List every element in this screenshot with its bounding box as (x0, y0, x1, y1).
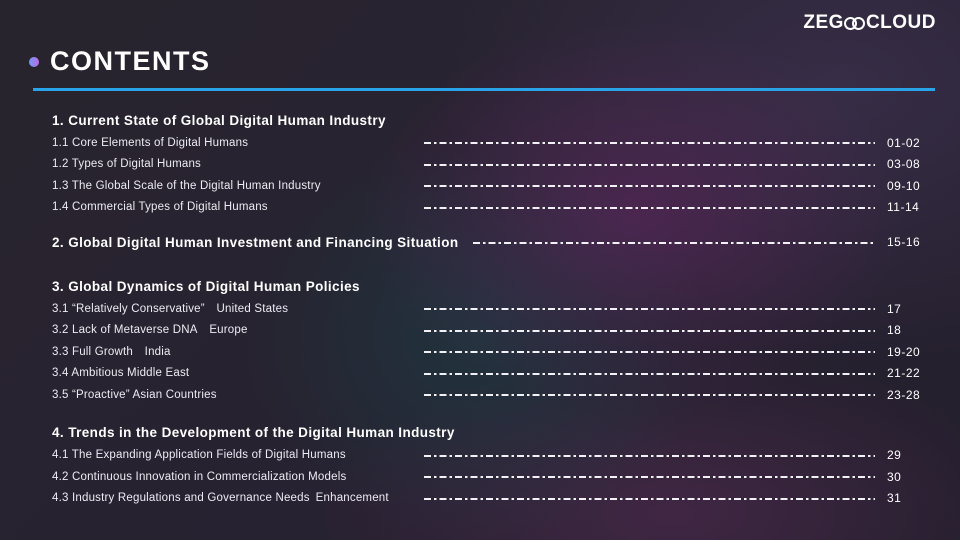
page-numbers: 31 (887, 491, 902, 506)
dotted-leader (424, 206, 875, 209)
dotted-leader (424, 163, 875, 166)
toc-entry-label: 3.5 “Proactive” Asian Countries (52, 388, 217, 401)
page-title: CONTENTS (50, 46, 211, 76)
dotted-leader (424, 476, 875, 479)
dotted-leader (424, 394, 875, 397)
toc: 1. Current State of Global Digital Human… (52, 92, 935, 509)
toc-section-heading-row: 2. Global Digital Human Investment and F… (52, 230, 935, 254)
bullet-dot-icon (29, 56, 39, 67)
contents-header: CONTENTS (29, 46, 211, 77)
page-numbers: 18 (887, 323, 902, 338)
section-heading: 1. Current State of Global Digital Human… (52, 112, 386, 128)
dotted-leader (424, 497, 875, 500)
toc-entry-label: 3.1 “Relatively Conservative” United Sta… (52, 302, 289, 315)
page-numbers: 11-14 (887, 200, 920, 215)
toc-section-1: 1. Current State of Global Digital Human… (52, 108, 935, 218)
logo-text-suffix: CLOUD (865, 12, 936, 33)
page-numbers: 23-28 (887, 387, 921, 402)
dotted-leader (424, 329, 875, 332)
toc-section-3: 3. Global Dynamics of Digital Human Poli… (52, 274, 935, 406)
toc-entry-label: 3.4 Ambitious Middle East (52, 367, 190, 380)
toc-entry-label: 1.3 The Global Scale of the Digital Huma… (52, 179, 321, 192)
toc-entry-row: 3.1 “Relatively Conservative” United Sta… (52, 298, 935, 320)
toc-section-heading-row: 1. Current State of Global Digital Human… (52, 108, 935, 132)
toc-entry-row: 1.3 The Global Scale of the Digital Huma… (52, 175, 935, 197)
toc-entry-row: 3.2 Lack of Metaverse DNA Europe 18 (52, 320, 935, 342)
page-numbers: 09-10 (887, 178, 921, 193)
toc-entry-row: 3.4 Ambitious Middle East 21-22 (52, 363, 935, 385)
dotted-leader (424, 185, 875, 188)
toc-entry-row: 4.2 Continuous Innovation in Commerciali… (52, 466, 935, 488)
toc-section-4: 4. Trends in the Development of the Digi… (52, 421, 935, 510)
page-numbers: 29 (887, 448, 902, 463)
dotted-leader (424, 454, 875, 457)
dotted-leader (424, 142, 875, 145)
toc-entry-label: 1.1 Core Elements of Digital Humans (52, 136, 249, 149)
toc-section-2: 2. Global Digital Human Investment and F… (52, 230, 935, 254)
toc-entry-label: 3.3 Full Growth India (52, 345, 171, 358)
page-numbers: 21-22 (887, 366, 921, 381)
page-numbers: 03-08 (887, 157, 921, 172)
section-heading: 3. Global Dynamics of Digital Human Poli… (52, 278, 360, 294)
section-heading: 2. Global Digital Human Investment and F… (52, 234, 459, 250)
toc-entry-row: 4.3 Industry Regulations and Governance … (52, 488, 935, 510)
toc-entry-label: 1.4 Commercial Types of Digital Humans (52, 201, 268, 214)
logo-rings-icon (843, 16, 865, 30)
toc-entry-label: 4.2 Continuous Innovation in Commerciali… (52, 470, 347, 483)
logo-text-prefix: ZEG (803, 12, 844, 33)
dotted-leader (424, 372, 875, 375)
dotted-leader (472, 241, 875, 244)
toc-entry-row: 3.5 “Proactive” Asian Countries 23-28 (52, 384, 935, 406)
toc-entry-row: 4.1 The Expanding Application Fields of … (52, 445, 935, 467)
toc-entry-label: 4.1 The Expanding Application Fields of … (52, 449, 346, 462)
toc-entry-row: 3.3 Full Growth India 19-20 (52, 341, 935, 363)
page-numbers: 17 (887, 301, 902, 316)
dotted-leader (424, 351, 875, 354)
toc-entry-row: 1.4 Commercial Types of Digital Humans 11… (52, 197, 935, 219)
section-heading: 4. Trends in the Development of the Digi… (52, 425, 455, 440)
dotted-leader (424, 308, 875, 311)
zegocloud-logo: ZEG CLOUD (803, 12, 936, 34)
accent-divider-line (33, 88, 935, 91)
toc-entry-label: 1.2 Types of Digital Humans (52, 158, 202, 171)
page-numbers: 15-16 (887, 235, 921, 249)
page-numbers: 30 (887, 469, 902, 484)
toc-section-heading-row: 4. Trends in the Development of the Digi… (52, 421, 935, 445)
toc-entry-row: 1.1 Core Elements of Digital Humans 01-02 (52, 132, 935, 154)
page-numbers: 01-02 (887, 135, 921, 150)
toc-entry-label: 3.2 Lack of Metaverse DNA Europe (52, 324, 248, 337)
page-numbers: 19-20 (887, 344, 921, 359)
toc-entry-label: 4.3 Industry Regulations and Governance … (52, 492, 389, 505)
toc-entry-row: 1.2 Types of Digital Humans 03-08 (52, 154, 935, 176)
toc-section-heading-row: 3. Global Dynamics of Digital Human Poli… (52, 274, 935, 298)
